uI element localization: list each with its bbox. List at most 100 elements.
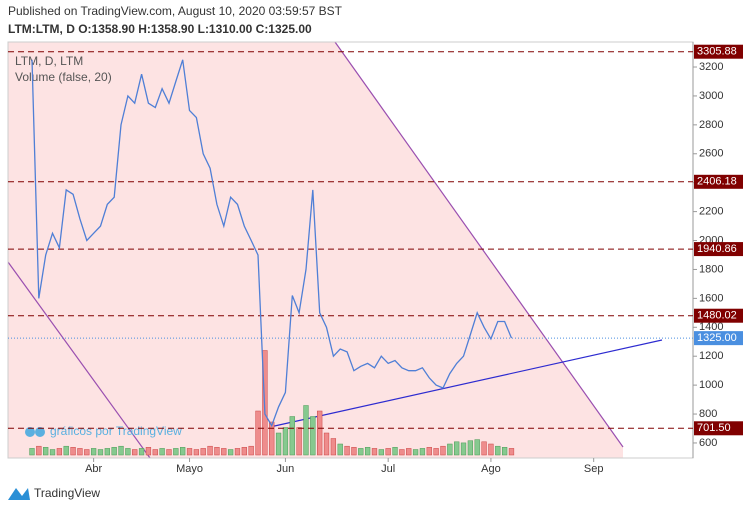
volume-bar (296, 427, 302, 456)
volume-bar (159, 448, 165, 456)
volume-bar (221, 448, 227, 456)
x-tick-label: Mayo (176, 463, 203, 475)
trend-line (269, 339, 663, 428)
volume-bar (29, 448, 35, 456)
volume-bar (132, 449, 138, 456)
y-tick-label: 1200 (699, 350, 723, 362)
volume-bar (364, 447, 371, 456)
watermark-icon (25, 427, 45, 437)
volume-bar (43, 447, 49, 456)
volume-bar (36, 445, 42, 456)
volume-bar (460, 442, 467, 456)
volume-bar (227, 449, 234, 456)
chart-subtitle: LTM:LTM, D O:1358.90 H:1358.90 L:1310.00… (8, 22, 312, 36)
volume-bar (275, 432, 282, 456)
volume-bar (406, 448, 412, 456)
volume-bar (118, 445, 124, 456)
volume-bar (351, 447, 357, 456)
x-tick-label: Abr (85, 463, 102, 475)
volume-bar (440, 445, 446, 456)
level-label: 1480.02 (697, 310, 737, 322)
volume-bar (447, 443, 453, 456)
volume-bar (166, 449, 172, 456)
y-tick-label: 1800 (699, 263, 723, 275)
level-label: 1940.86 (697, 243, 737, 255)
volume-bar (303, 405, 309, 456)
volume-bar (474, 439, 480, 456)
x-tick-label: Jul (381, 463, 395, 475)
volume-bar (56, 448, 63, 456)
volume-bar (501, 447, 508, 456)
level-label: 701.50 (697, 422, 731, 434)
volume-legend: Volume (false, 20) (15, 70, 112, 84)
legend: LTM, D, LTM (15, 54, 83, 68)
volume-bar (63, 445, 69, 456)
last-price-box (694, 331, 743, 346)
y-tick-label: 800 (699, 408, 717, 420)
volume-bar (111, 447, 117, 456)
y-tick-label: 600 (699, 437, 717, 449)
volume-bar (77, 448, 83, 456)
level-box (694, 44, 743, 59)
volume-bar (392, 447, 398, 456)
volume-bar (200, 448, 206, 456)
channel-lower (7, 261, 151, 459)
price-line (31, 59, 513, 428)
footer-logo (8, 488, 30, 500)
volume-bar (433, 448, 439, 456)
volume-bar (269, 421, 275, 456)
last-price-label: 1325.00 (697, 332, 737, 344)
volume-bar (138, 448, 145, 456)
volume-bar (282, 427, 289, 456)
level-label: 2406.18 (697, 176, 737, 188)
volume-bar (104, 448, 110, 456)
volume-bar (385, 448, 391, 456)
x-tick-label: Ago (481, 463, 501, 475)
volume-bar (248, 445, 254, 456)
volume-bar (125, 448, 131, 456)
y-tick-label: 1400 (699, 321, 723, 333)
volume-bar (358, 448, 364, 456)
volume-bar (84, 449, 90, 456)
volume-bar (207, 445, 213, 456)
chart-title: Published on TradingView.com, August 10,… (8, 4, 343, 18)
level-box (694, 308, 743, 323)
volume-bar (70, 447, 76, 456)
volume-bar (90, 448, 97, 456)
volume-bar (145, 447, 152, 456)
volume-bar (508, 448, 515, 456)
volume-bar (234, 448, 241, 456)
volume-bar (488, 443, 494, 456)
level-label: 3305.88 (697, 46, 737, 58)
volume-bar (173, 448, 179, 456)
level-box (694, 421, 743, 436)
volume-bar (317, 410, 323, 456)
volume-bar (399, 449, 405, 456)
volume-bar (378, 449, 384, 456)
volume-bar (152, 449, 158, 456)
x-tick-label: Sep (584, 463, 604, 475)
volume-bar (495, 445, 501, 456)
volume-bar (289, 416, 295, 456)
watermark: gráficos por TradingView (50, 424, 182, 438)
y-tick-label: 1600 (699, 292, 723, 304)
channel-upper (334, 41, 624, 448)
y-tick-label: 3200 (699, 61, 723, 73)
channel-fill (8, 42, 623, 458)
volume-bar (214, 447, 220, 456)
volume-bar (454, 441, 460, 456)
level-box (694, 174, 743, 189)
volume-bar (186, 448, 193, 456)
x-tick-label: Jun (277, 463, 295, 475)
volume-bar (180, 447, 186, 456)
volume-bar (193, 449, 200, 456)
footer: TradingView (34, 486, 100, 500)
volume-bar (481, 441, 487, 456)
volume-bar (371, 448, 378, 456)
level-box (694, 242, 743, 257)
volume-bar (467, 440, 474, 456)
y-tick-label: 1000 (699, 379, 723, 391)
volume-bar (97, 449, 104, 456)
volume-bar (337, 443, 343, 456)
